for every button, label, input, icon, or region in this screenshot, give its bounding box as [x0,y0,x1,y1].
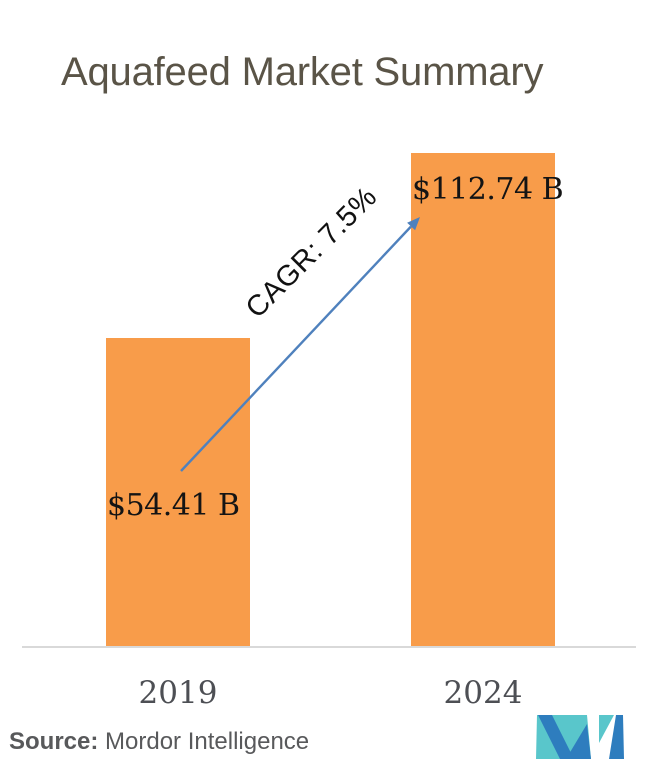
x-axis-line [22,646,636,648]
source-attribution: Source: Mordor Intelligence [9,728,309,756]
chart-title: Aquafeed Market Summary [61,50,544,94]
bar-2024 [411,153,555,646]
x-tick-2024: 2024 [443,675,523,711]
source-label: Source: [9,728,99,755]
x-tick-2019: 2019 [138,675,218,711]
source-value: Mordor Intelligence [98,728,310,755]
bar-value-2019: $54.41 B [107,488,240,523]
mordor-intelligence-logo-icon [536,715,624,759]
bar-value-2024: $112.74 B [412,172,564,207]
cagr-annotation: CAGR: 7.5% [239,180,384,325]
